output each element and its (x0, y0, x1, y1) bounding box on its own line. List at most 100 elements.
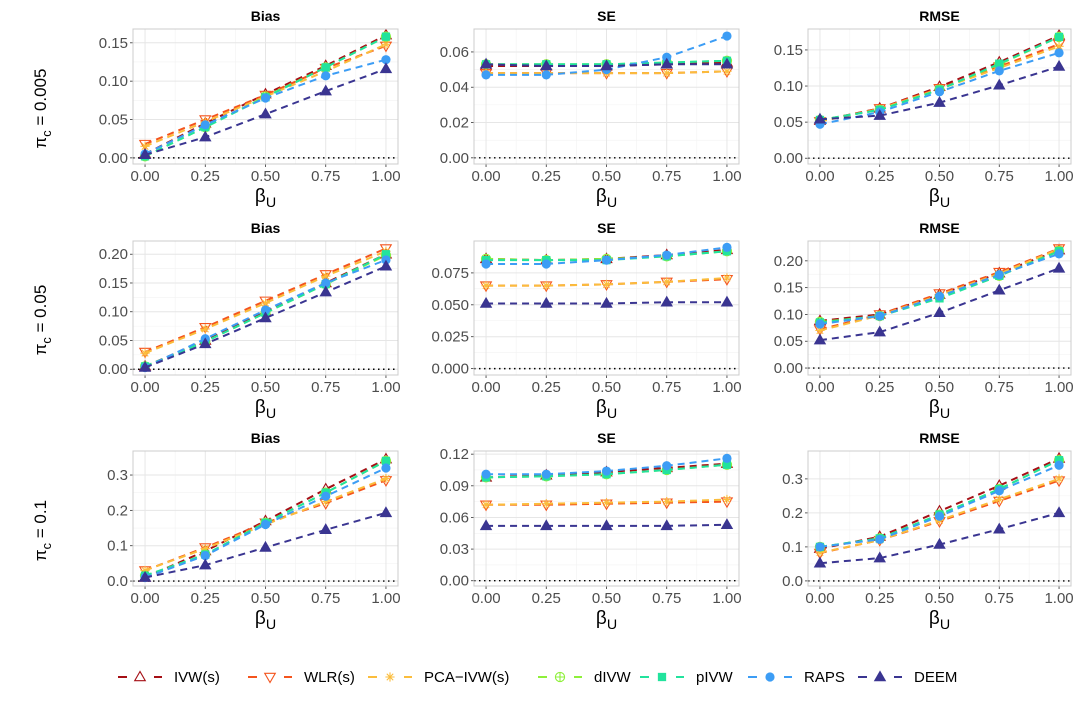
y-tick-label: 0.00 (440, 573, 469, 590)
data-point (200, 551, 210, 561)
series-line (144, 67, 387, 156)
data-point (381, 456, 391, 466)
series-raps (481, 453, 732, 479)
panel-title: SE (597, 8, 616, 24)
y-tick-label: 0.0 (782, 573, 803, 590)
data-point (140, 348, 150, 358)
data-point (813, 333, 827, 345)
series-deem (138, 259, 393, 372)
x-tick-label: 0.75 (652, 379, 681, 396)
x-tick-label: 1.00 (1044, 168, 1073, 185)
row-label-3: πc = 0.1 (31, 500, 54, 561)
row-label-1: πc = 0.005 (31, 68, 54, 148)
data-point (660, 519, 673, 531)
x-tick-label: 1.00 (712, 168, 741, 185)
data-point (541, 259, 551, 269)
data-point (381, 473, 391, 484)
data-point (379, 62, 393, 74)
data-point (259, 540, 272, 552)
data-point (601, 279, 612, 289)
panel-border (807, 28, 1072, 165)
x-axis-label-symbol: β (596, 397, 607, 418)
data-point (662, 250, 672, 260)
data-point (873, 109, 886, 120)
row-label-1-value: = 0.005 (31, 68, 50, 130)
panel-title: Bias (251, 8, 281, 24)
y-tick-label: 0.00 (440, 150, 469, 167)
x-tick-label: 0.25 (865, 590, 894, 607)
x-tick-label: 0.25 (191, 379, 220, 396)
legend-item: RAPS (748, 669, 845, 686)
x-tick-label: 0.50 (925, 590, 954, 607)
x-axis-label-symbol: β (596, 186, 607, 207)
data-point (994, 66, 1004, 76)
data-point (321, 491, 331, 501)
data-point (722, 453, 732, 463)
data-point (933, 96, 946, 107)
panel-rmse-row1: 0.00 0.25 0.50 0.75 1.00 0.00 0.05 0.10 0.15 RMSE… (774, 8, 1074, 211)
data-point (662, 68, 672, 78)
data-point (321, 71, 331, 81)
data-point (1054, 48, 1064, 58)
data-point (994, 494, 1004, 504)
x-tick-label: 1.00 (712, 590, 741, 607)
data-point (875, 311, 885, 321)
row-label-3-symbol: π (31, 549, 50, 561)
series-line (144, 247, 387, 353)
legend-marker-cross (555, 672, 565, 682)
data-point (934, 511, 945, 521)
data-point (813, 112, 827, 124)
data-point (199, 323, 212, 334)
y-tick-label: 0.000 (431, 361, 469, 378)
legend-marker (873, 670, 887, 682)
x-tick-label: 0.75 (652, 168, 681, 185)
panel-title: SE (597, 220, 616, 236)
x-tick-label: 0.25 (191, 590, 220, 607)
x-tick-label: 1.00 (371, 168, 400, 185)
data-point (260, 305, 271, 315)
series-line (144, 253, 387, 368)
row-label-2: πc = 0.05 (31, 285, 54, 356)
x-tick-label: 0.50 (592, 168, 621, 185)
x-axis-label: βU (596, 397, 617, 422)
data-point (319, 285, 332, 297)
data-point (660, 57, 673, 69)
y-tick-label: 0.00 (99, 361, 128, 378)
data-point (994, 486, 1004, 496)
data-point (199, 130, 212, 142)
y-tick-label: 0.050 (431, 297, 469, 314)
data-point (873, 325, 886, 337)
x-axis-label-symbol: β (255, 397, 266, 418)
data-point (720, 518, 734, 530)
data-point (993, 522, 1006, 534)
x-axis-label: βU (929, 608, 950, 633)
x-axis-label-subscript: U (940, 406, 950, 422)
legend-marker (133, 670, 147, 682)
legend-marker (657, 672, 667, 682)
data-point (1054, 249, 1064, 259)
data-point (481, 70, 491, 80)
x-axis-label-subscript: U (266, 195, 276, 211)
series-deem (479, 518, 734, 531)
legend-label: pIVW (696, 669, 734, 686)
data-point (321, 271, 331, 281)
y-tick-label: 0.05 (99, 112, 128, 129)
y-tick-label: 0.15 (99, 275, 128, 292)
data-point (138, 148, 152, 160)
series-deem (138, 62, 393, 160)
data-point (601, 498, 612, 508)
y-tick-label: 0.02 (440, 115, 469, 132)
data-point (140, 141, 150, 151)
data-point (541, 70, 551, 80)
data-point (662, 52, 672, 62)
x-tick-label: 0.00 (471, 168, 500, 185)
x-axis-label: βU (929, 397, 950, 422)
series-line (144, 467, 387, 579)
x-tick-label: 0.50 (925, 379, 954, 396)
x-tick-label: 0.50 (592, 590, 621, 607)
x-tick-label: 0.00 (471, 379, 500, 396)
legend-label: dIVW (594, 669, 632, 686)
data-point (934, 87, 945, 97)
data-point (260, 93, 271, 103)
data-point (1054, 460, 1064, 470)
